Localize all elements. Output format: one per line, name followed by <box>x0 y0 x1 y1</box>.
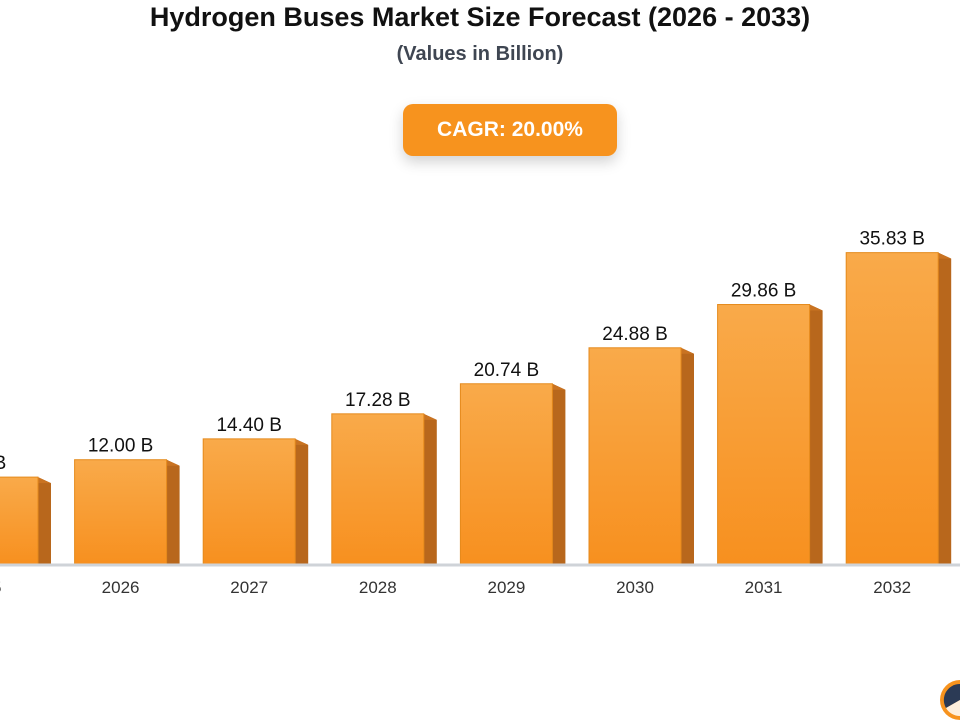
chart-title: Hydrogen Buses Market Size Forecast (202… <box>149 2 811 32</box>
bar-2032 <box>845 252 952 565</box>
chart-subtitle: (Values in Billion) <box>396 43 564 65</box>
bar-2027 <box>202 438 309 565</box>
x-tick-label: 2027 <box>230 578 268 597</box>
cagr-badge: CAGR: 20.00% <box>403 104 617 156</box>
bar-2025 <box>0 476 51 565</box>
x-tick-label: 2030 <box>616 578 654 597</box>
bar-value-label: 0 B <box>0 453 6 474</box>
bar-2028 <box>331 413 437 565</box>
bar-value-label: 35.83 B <box>859 229 925 250</box>
bar-value-label: 17.28 B <box>345 390 411 411</box>
bar-value-label: 14.40 B <box>216 415 282 436</box>
bar-2029 <box>459 383 566 565</box>
x-tick-label: 2031 <box>745 578 783 597</box>
bar-value-label: 24.88 B <box>602 324 668 345</box>
x-tick-label: 2032 <box>873 578 911 597</box>
bar-value-label: 20.74 B <box>474 360 540 381</box>
bar-2031 <box>717 304 823 565</box>
bar-value-label: 12.00 B <box>88 436 154 457</box>
x-tick-label: 25 <box>0 578 1 597</box>
bar-2026 <box>74 459 180 565</box>
x-tick-label: 2029 <box>487 578 525 597</box>
bar-value-label: 29.86 B <box>731 281 797 302</box>
x-tick-label: 2028 <box>359 578 397 597</box>
pie-logo-icon <box>940 680 960 720</box>
bar-2030 <box>588 347 694 565</box>
x-tick-label: 2026 <box>102 578 140 597</box>
